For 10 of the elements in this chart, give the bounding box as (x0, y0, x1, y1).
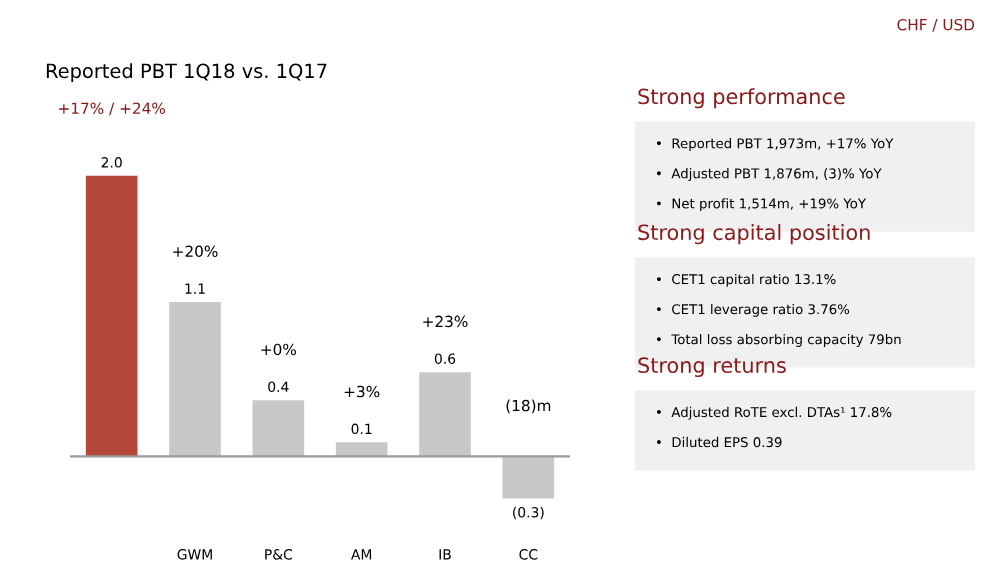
text: Strong returns (638, 357, 786, 378)
bar (502, 456, 555, 499)
bar (85, 175, 138, 457)
chart-title: Reported PBT 1Q18 vs. 1Q17 (46, 63, 327, 82)
bar (169, 302, 221, 457)
bar (252, 400, 305, 457)
bar (419, 372, 471, 457)
text: Strong performance (638, 88, 845, 109)
text: Strong capital position (638, 224, 870, 245)
bar (335, 442, 388, 457)
